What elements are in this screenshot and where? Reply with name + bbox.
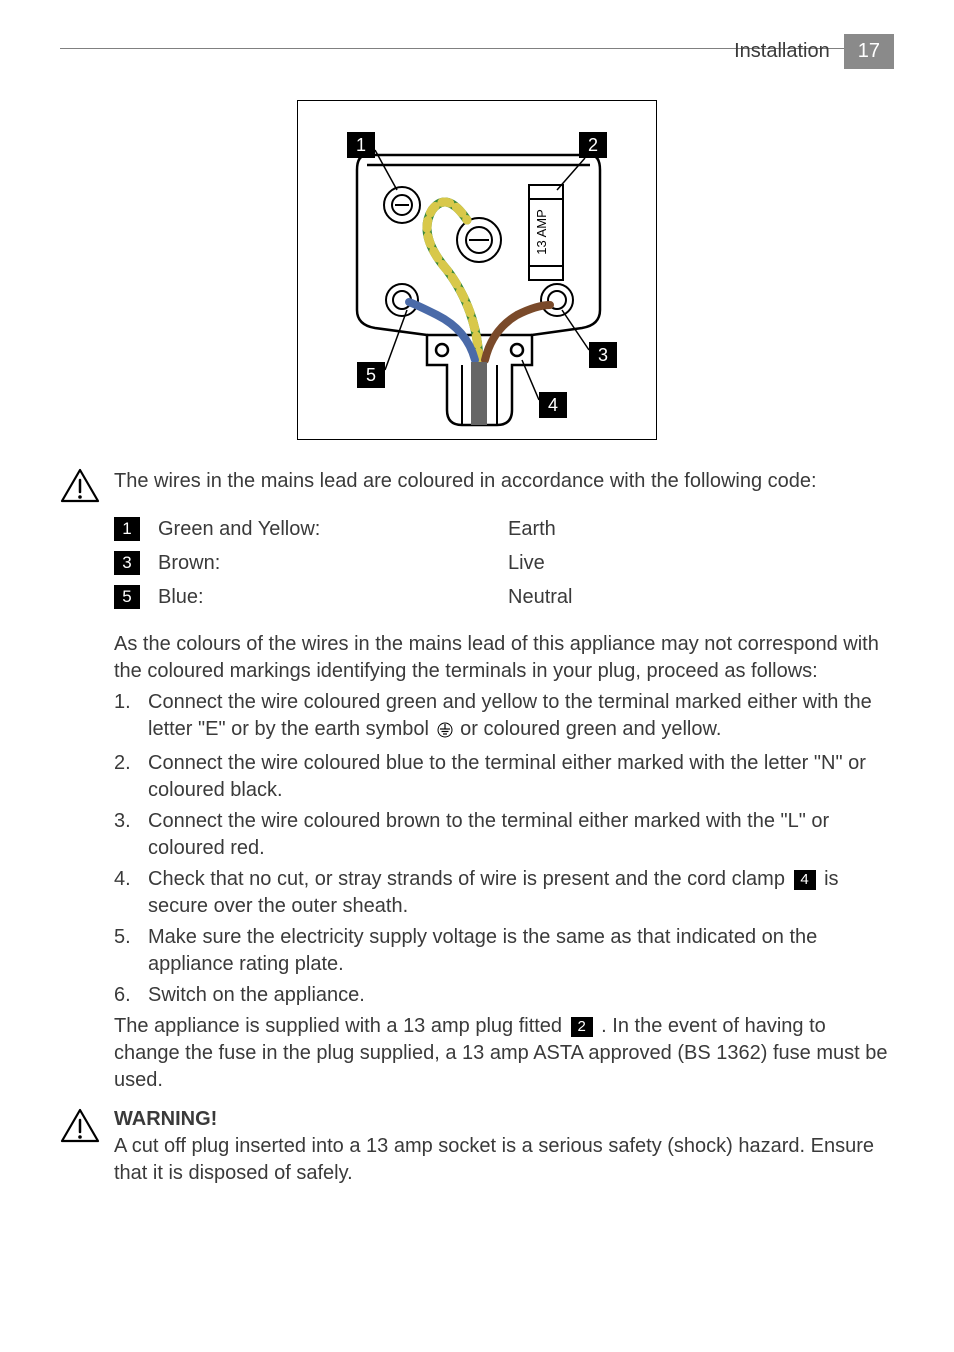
warning-heading: WARNING! xyxy=(114,1108,894,1131)
instruction-list: 1. Connect the wire coloured green and y… xyxy=(114,689,894,1009)
list-text: Make sure the electricity supply voltage… xyxy=(148,924,894,978)
list-text: Connect the wire coloured brown to the t… xyxy=(148,808,894,862)
list-item: 5. Make sure the electricity supply volt… xyxy=(114,924,894,978)
plug-diagram-frame: 13 AMP 1 xyxy=(297,100,657,440)
earth-symbol-icon xyxy=(437,719,453,746)
table-row: 3 Brown: Live xyxy=(114,551,874,575)
wire-terminal-label: Earth xyxy=(508,518,556,541)
svg-text:5: 5 xyxy=(366,365,376,385)
intro-text: The wires in the mains lead are coloured… xyxy=(114,468,894,495)
callout-3: 3 xyxy=(562,310,617,368)
list-item: 4. Check that no cut, or stray strands o… xyxy=(114,866,894,920)
page-header: Installation 17 xyxy=(60,38,894,49)
list-number: 6. xyxy=(114,982,148,1009)
plug-diagram-wrap: 13 AMP 1 xyxy=(60,100,894,440)
svg-text:4: 4 xyxy=(548,395,558,415)
warning-icon xyxy=(60,468,100,509)
list-item: 2. Connect the wire coloured blue to the… xyxy=(114,750,894,804)
list-text: Connect the wire coloured green and yell… xyxy=(148,689,894,746)
wire-terminal-label: Neutral xyxy=(508,586,572,609)
list-number: 3. xyxy=(114,808,148,862)
inline-callout-box: 2 xyxy=(571,1017,593,1037)
svg-text:2: 2 xyxy=(588,135,598,155)
wire-color-label: Brown: xyxy=(158,552,508,575)
page: Installation 17 xyxy=(0,0,954,1352)
warning-icon xyxy=(60,1108,100,1149)
fuse-label: 13 AMP xyxy=(534,209,549,255)
wire-color-table: 1 Green and Yellow: Earth 3 Brown: Live … xyxy=(114,517,874,609)
content: 13 AMP 1 xyxy=(60,90,894,1187)
list-number: 1. xyxy=(114,689,148,746)
list-item: 1. Connect the wire coloured green and y… xyxy=(114,689,894,746)
wire-color-label: Blue: xyxy=(158,586,508,609)
wire-callout-box: 1 xyxy=(114,517,140,541)
wire-callout-box: 5 xyxy=(114,585,140,609)
inline-callout-box: 4 xyxy=(794,870,816,890)
paragraph-fuse: The appliance is supplied with a 13 amp … xyxy=(114,1013,894,1094)
callout-4: 4 xyxy=(522,360,567,418)
paragraph-lead: As the colours of the wires in the mains… xyxy=(114,631,894,685)
list-text: Connect the wire coloured blue to the te… xyxy=(148,750,894,804)
list-text: Check that no cut, or stray strands of w… xyxy=(148,866,894,920)
callout-5: 5 xyxy=(357,310,407,388)
svg-text:3: 3 xyxy=(598,345,608,365)
section-title: Installation xyxy=(734,40,830,63)
svg-text:1: 1 xyxy=(356,135,366,155)
list-item: 6. Switch on the appliance. xyxy=(114,982,894,1009)
callout-1: 1 xyxy=(347,132,397,190)
page-number: 17 xyxy=(844,34,894,69)
wire-callout-box: 3 xyxy=(114,551,140,575)
list-number: 2. xyxy=(114,750,148,804)
warning-text: A cut off plug inserted into a 13 amp so… xyxy=(114,1133,894,1187)
plug-diagram: 13 AMP 1 xyxy=(307,110,647,430)
list-number: 4. xyxy=(114,866,148,920)
wire-terminal-label: Live xyxy=(508,552,545,575)
table-row: 1 Green and Yellow: Earth xyxy=(114,517,874,541)
list-number: 5. xyxy=(114,924,148,978)
wire-color-label: Green and Yellow: xyxy=(158,518,508,541)
header-right: Installation 17 xyxy=(734,34,894,69)
intro-row: The wires in the mains lead are coloured… xyxy=(114,468,894,495)
list-item: 3. Connect the wire coloured brown to th… xyxy=(114,808,894,862)
table-row: 5 Blue: Neutral xyxy=(114,585,874,609)
warning-content: WARNING! A cut off plug inserted into a … xyxy=(114,1108,894,1187)
warning-block: WARNING! A cut off plug inserted into a … xyxy=(114,1108,894,1187)
list-text: Switch on the appliance. xyxy=(148,982,894,1009)
